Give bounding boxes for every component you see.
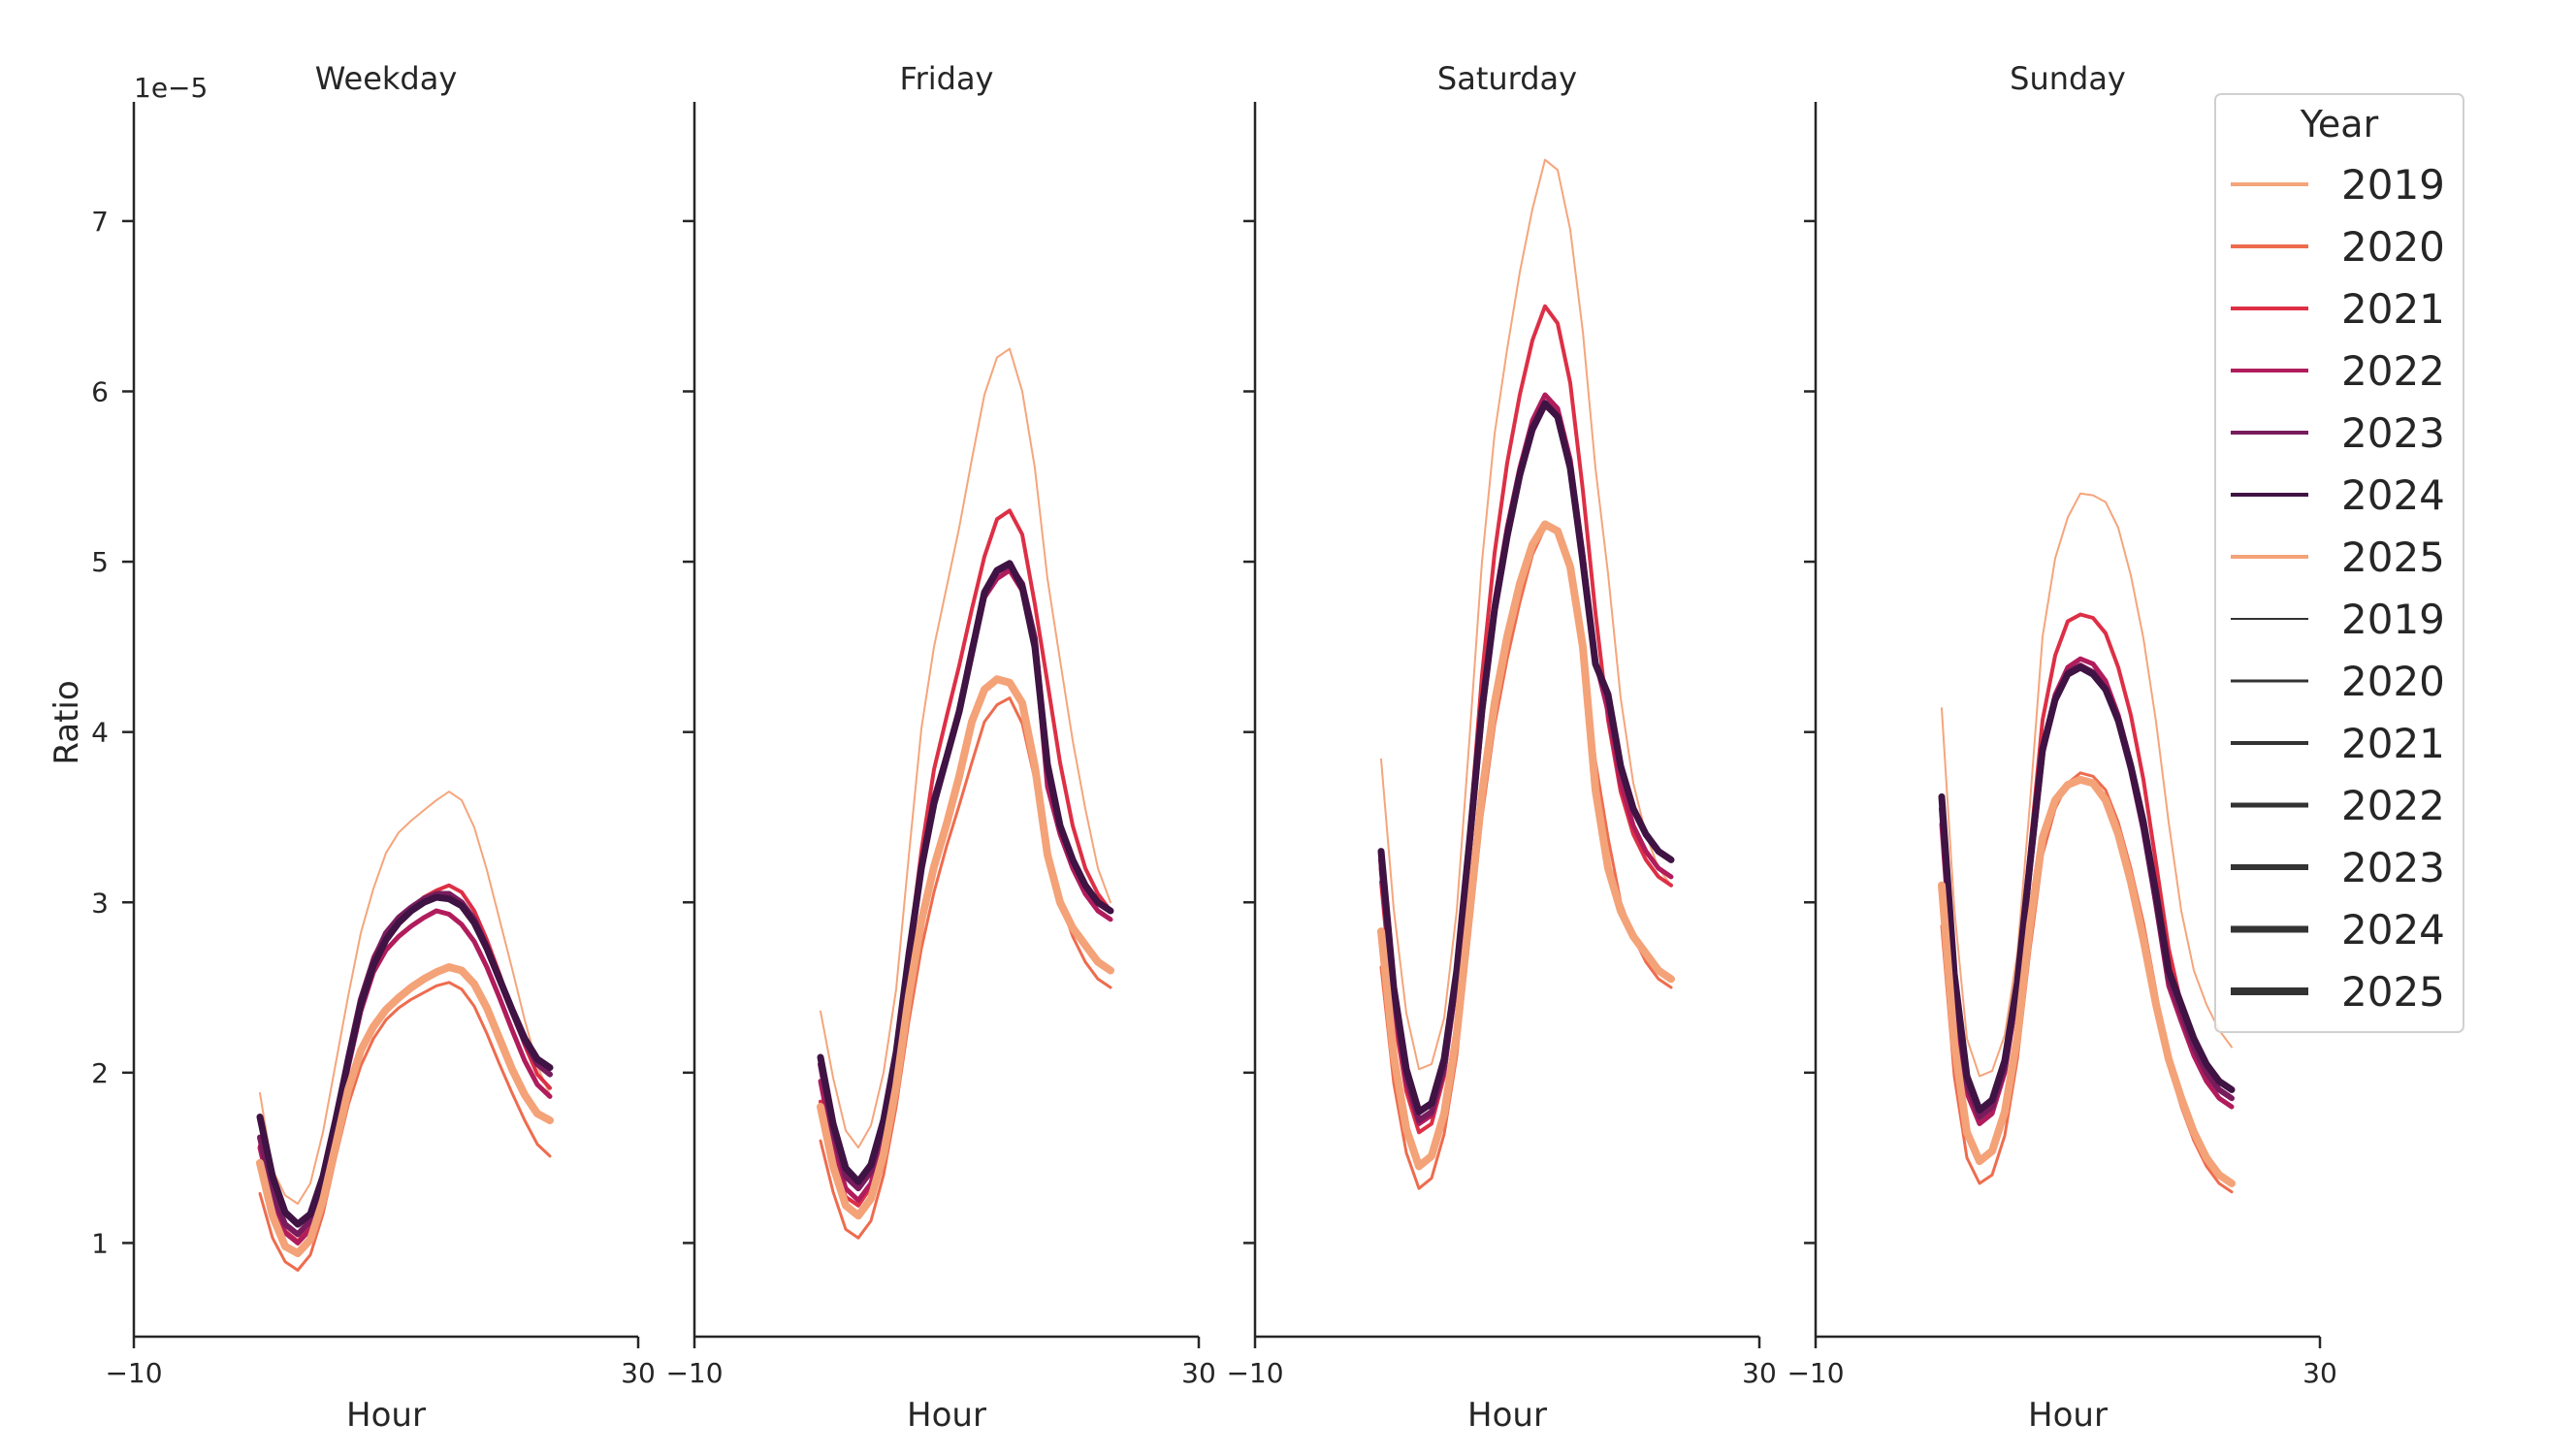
legend-label-size-2023: 2023 bbox=[2341, 844, 2445, 891]
series-line-2020 bbox=[1940, 771, 2234, 1194]
x-tick-label: −10 bbox=[105, 1357, 162, 1389]
series-line-2022 bbox=[1378, 392, 1674, 1126]
series-line-2025 bbox=[256, 963, 554, 1257]
y-tick-label: 6 bbox=[91, 375, 109, 407]
series-line-2020 bbox=[258, 981, 552, 1272]
x-tick-label: 30 bbox=[1742, 1357, 1777, 1389]
x-tick-label: 30 bbox=[621, 1357, 656, 1389]
series-line-2019 bbox=[1941, 492, 2233, 1078]
legend-label-hue-2022: 2022 bbox=[2341, 347, 2445, 395]
series-line-2019 bbox=[820, 347, 1111, 1149]
x-axis-label: Hour bbox=[907, 1396, 986, 1435]
legend-label-hue-2024: 2024 bbox=[2341, 471, 2445, 519]
series-line-2020 bbox=[819, 696, 1112, 1240]
legend-label-size-2021: 2021 bbox=[2341, 720, 2445, 767]
legend-frame bbox=[2214, 93, 2464, 1033]
y-tick-label: 5 bbox=[91, 546, 109, 578]
series-line-2021 bbox=[1379, 304, 1673, 1135]
y-tick-label: 4 bbox=[91, 717, 109, 749]
series-line-2023 bbox=[1939, 663, 2235, 1120]
panel-title: Weekday bbox=[315, 60, 458, 97]
y-tick-label: 1 bbox=[91, 1227, 109, 1259]
legend-label-size-2024: 2024 bbox=[2341, 906, 2445, 954]
panel-title: Saturday bbox=[1437, 60, 1577, 97]
series-line-2022 bbox=[818, 567, 1113, 1203]
series-line-2019 bbox=[1380, 158, 1672, 1071]
x-axis-label: Hour bbox=[346, 1396, 426, 1435]
panel-saturday: Saturday −10 30 Hour bbox=[1226, 60, 1776, 1435]
legend-label-size-2019: 2019 bbox=[2341, 596, 2445, 643]
x-tick-label: 30 bbox=[2302, 1357, 2337, 1389]
legend: Year 2019 2020 2021 2022 2023 2024 2025 2019 2020… bbox=[2214, 93, 2464, 1033]
legend-title: Year bbox=[2300, 103, 2379, 146]
panel-weekday: Weekday 1 2 3 4 5 6 7 −10 30 Hour bbox=[91, 60, 656, 1435]
legend-label-size-2022: 2022 bbox=[2341, 782, 2445, 829]
y-tick-label: 3 bbox=[91, 887, 109, 919]
legend-label-size-2020: 2020 bbox=[2341, 658, 2445, 705]
series-line-2024 bbox=[1377, 400, 1675, 1116]
panel-title: Sunday bbox=[2010, 60, 2126, 97]
x-axis-label: Hour bbox=[1467, 1396, 1547, 1435]
series-line-2022 bbox=[1939, 656, 2235, 1126]
y-tick-label: 2 bbox=[91, 1057, 109, 1089]
series-line-2022 bbox=[257, 908, 553, 1245]
series-line-2024 bbox=[817, 560, 1114, 1185]
series-line-2025 bbox=[1377, 520, 1675, 1171]
y-offset-label: 1e−5 bbox=[134, 72, 208, 104]
series-line-2024 bbox=[1938, 663, 2236, 1114]
x-tick-label: 30 bbox=[1181, 1357, 1216, 1389]
x-tick-label: −10 bbox=[1787, 1357, 1844, 1389]
legend-label-hue-2020: 2020 bbox=[2341, 223, 2445, 271]
legend-label-hue-2019: 2019 bbox=[2341, 161, 2445, 209]
series-line-2025 bbox=[1938, 775, 2236, 1187]
series-line-2020 bbox=[1379, 526, 1673, 1190]
panel-title: Friday bbox=[900, 60, 994, 97]
series-line-2024 bbox=[256, 893, 554, 1228]
x-tick-label: −10 bbox=[665, 1357, 723, 1389]
y-axis-label: Ratio bbox=[48, 680, 86, 764]
legend-label-size-2025: 2025 bbox=[2341, 968, 2445, 1016]
legend-label-hue-2023: 2023 bbox=[2341, 409, 2445, 457]
panel-friday: Friday −10 30 Hour bbox=[665, 60, 1215, 1435]
series-line-2023 bbox=[1378, 402, 1674, 1123]
series-line-2019 bbox=[259, 791, 551, 1205]
legend-label-hue-2025: 2025 bbox=[2341, 534, 2445, 581]
legend-label-hue-2021: 2021 bbox=[2341, 285, 2445, 333]
panel-sunday: Sunday −10 30 Hour bbox=[1787, 60, 2336, 1435]
x-axis-label: Hour bbox=[2028, 1396, 2108, 1435]
series-line-2023 bbox=[818, 562, 1113, 1192]
series-line-2025 bbox=[817, 675, 1114, 1220]
y-tick-label: 7 bbox=[91, 206, 109, 238]
x-tick-label: −10 bbox=[1226, 1357, 1283, 1389]
